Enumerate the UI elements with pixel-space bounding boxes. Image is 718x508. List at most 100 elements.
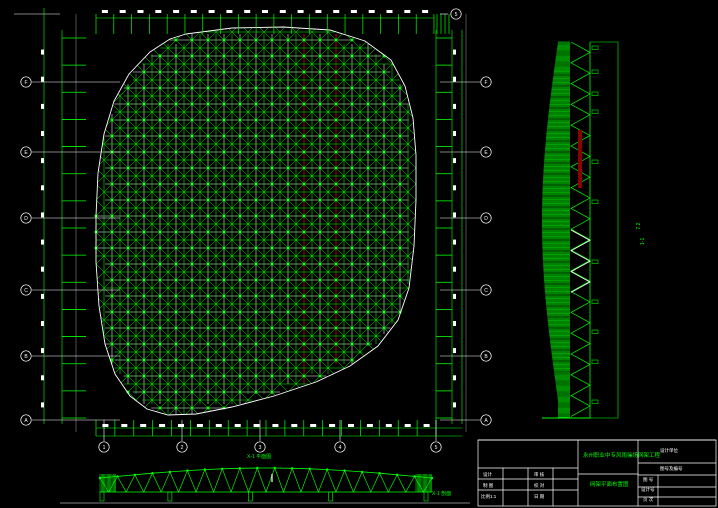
node-ball [286, 166, 290, 170]
node-ball [270, 278, 274, 282]
dim-text-right [453, 293, 456, 299]
node-ball [270, 374, 274, 378]
dim-text-left [41, 239, 44, 245]
node-ball [254, 246, 258, 250]
web-member-diag [287, 247, 305, 265]
node-ball [254, 38, 258, 42]
web-member-diag [127, 375, 145, 393]
side-connector-tab [591, 199, 599, 204]
web-member-diag [287, 183, 305, 201]
node-ball [382, 214, 386, 218]
web-member-diag [383, 55, 395, 67]
node-ball [254, 342, 258, 346]
web-member-diag [207, 247, 225, 265]
web-member-diag [367, 295, 385, 313]
dim-text-top [386, 10, 393, 13]
bottom-support-column [99, 491, 105, 502]
node-ball [222, 358, 226, 362]
web-member-diag [319, 135, 337, 153]
web-member-diag [175, 375, 193, 393]
dim-text-left [41, 103, 44, 109]
node-ball [366, 118, 370, 122]
node-ball [254, 150, 258, 154]
node-ball [318, 150, 322, 154]
web-member-diag [319, 30, 330, 41]
web-member-diag [159, 407, 167, 415]
node-ball [206, 150, 210, 154]
node-ball [398, 294, 402, 298]
node-ball [142, 118, 146, 122]
web-member-diag [351, 87, 369, 105]
web-member-diag [159, 167, 177, 185]
web-member-diag [271, 87, 289, 105]
dim-text-right [453, 266, 456, 272]
node-ball [206, 102, 210, 106]
web-member-diag [287, 215, 305, 233]
web-member-diag [275, 27, 289, 41]
bottom-node [291, 467, 294, 470]
web-member-diag [223, 55, 241, 73]
web-member-diag [175, 215, 193, 233]
web-member-diag [223, 39, 241, 57]
web-member-diag [127, 135, 145, 153]
bottom-node [186, 469, 189, 472]
grid-bubble-left-C-label: C [24, 288, 28, 294]
web-member-diag [319, 87, 337, 105]
node-ball [350, 118, 354, 122]
node-ball [302, 54, 306, 58]
web-member-diag [223, 391, 241, 409]
web-member-diag [271, 71, 289, 89]
node-ball [350, 358, 354, 362]
web-member-diag [175, 151, 193, 169]
web-member-diag [255, 215, 273, 233]
web-member-diag [191, 71, 209, 89]
web-member-diag [351, 247, 369, 265]
node-ball [366, 134, 370, 138]
node-ball [286, 182, 290, 186]
web-member-diag [111, 279, 129, 297]
dim-text-right [453, 212, 456, 218]
web-member-diag [287, 87, 305, 105]
grid-bubble-left-E [20, 146, 32, 158]
web-member-diag [127, 71, 145, 89]
web-member-diag [335, 199, 353, 217]
node-ball [318, 278, 322, 282]
grid-bubble-left-F [20, 76, 32, 88]
node-ball [158, 118, 162, 122]
node-ball [142, 70, 146, 74]
node-ball [350, 214, 354, 218]
web-member-diag [239, 135, 257, 153]
node-ball [158, 278, 162, 282]
dim-text-top [404, 10, 411, 13]
web-member-diag [111, 103, 129, 121]
node-ball [302, 118, 306, 122]
web-member-diag [399, 103, 413, 117]
node-ball [302, 198, 306, 202]
web-member-diag [399, 268, 412, 281]
node-ball [302, 150, 306, 154]
web-member-diag [383, 311, 396, 324]
web-member-diag [319, 359, 334, 374]
web-member-diag [127, 183, 145, 201]
dim-text-left [41, 158, 44, 164]
web-member-diag [351, 343, 369, 361]
web-member-diag [335, 359, 345, 369]
web-member-diag [191, 32, 200, 41]
web-member-diag [351, 183, 369, 201]
node-ball [174, 278, 178, 282]
node-ball [318, 134, 322, 138]
node-ball [334, 342, 338, 346]
grid-bubble-right-E-label: E [484, 150, 488, 156]
web-member-diag [303, 167, 321, 185]
web-member-diag [335, 247, 353, 265]
titleblock-right-row-1-label: 设计号 [641, 487, 655, 492]
web-member-diag [95, 215, 113, 233]
web-member-diag [117, 93, 129, 105]
web-member-diag [319, 167, 337, 185]
web-member-diag [111, 295, 129, 313]
node-ball [254, 86, 258, 90]
side-connector-tab [591, 359, 599, 364]
web-member-diag [191, 119, 209, 137]
node-ball [190, 38, 194, 42]
web-member-diag [175, 135, 193, 153]
